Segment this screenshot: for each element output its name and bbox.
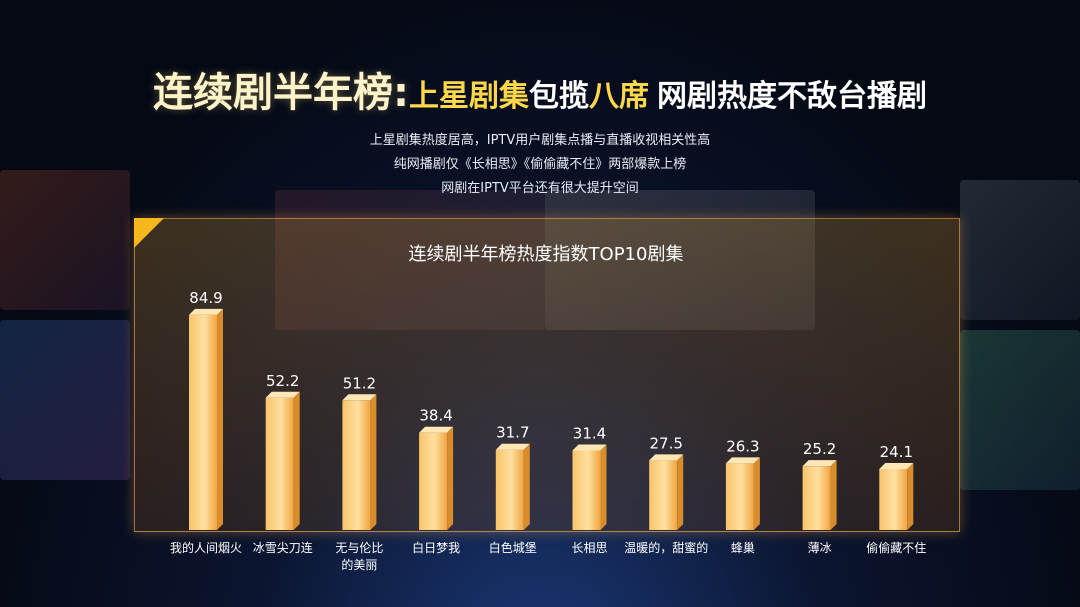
bar-side-5: [523, 443, 530, 530]
subtitle-line-2: 纯网播剧仅《长相思》《偷偷藏不住》两部爆款上榜: [393, 157, 687, 172]
bar-10: [879, 468, 908, 530]
title-part-2: 上星剧集: [409, 79, 529, 114]
bar-top-5: [495, 443, 530, 450]
chart-corner-accent: [134, 218, 164, 248]
bar-side-2: [293, 391, 300, 530]
value-label-5: 31.7: [496, 424, 529, 442]
bar-1: [189, 314, 217, 530]
title-part-3: 包揽: [529, 79, 589, 114]
bar-side-10: [907, 462, 914, 530]
value-label-7: 27.5: [649, 434, 682, 452]
category-label-8: 蜂巢: [731, 541, 755, 555]
bar-top-3: [342, 394, 377, 401]
value-label-8: 26.3: [726, 437, 759, 455]
category-label-5: 白色城堡: [489, 540, 537, 555]
value-label-10: 24.1: [880, 443, 913, 461]
bg-screen-6: [545, 190, 815, 330]
value-label-6: 31.4: [573, 424, 606, 442]
bar-top-9: [802, 460, 837, 467]
bar-8: [725, 463, 754, 530]
category-label-7: 温暖的，甜蜜的: [624, 540, 708, 555]
bar-top-1: [189, 308, 223, 315]
value-label-9: 25.2: [803, 440, 836, 458]
value-label-4: 38.4: [419, 407, 452, 425]
bar-6: [572, 450, 601, 530]
category-label-2: 冰雪尖刀连: [253, 540, 313, 555]
value-label-1: 84.9: [189, 289, 222, 307]
bg-screen-1: [0, 170, 130, 310]
value-label-3: 51.2: [343, 374, 376, 392]
bar-side-1: [217, 308, 223, 530]
bg-screen-2: [0, 320, 130, 480]
bar-side-8: [753, 457, 760, 530]
category-label-4: 白日梦我: [412, 540, 460, 555]
page-title: 连续剧半年榜:上星剧集包揽八席 网剧热度不敌台播剧: [0, 60, 1080, 118]
title-part-4: 八席: [589, 79, 649, 114]
bar-side-4: [447, 426, 454, 530]
bar-7: [649, 460, 678, 530]
bar-side-7: [677, 454, 684, 530]
bg-screen-3: [960, 180, 1080, 320]
category-label-1: 我的人间烟火: [170, 540, 242, 555]
bar-3: [342, 400, 371, 530]
bar-top-4: [419, 426, 454, 433]
bar-top-6: [572, 444, 607, 451]
bar-9: [802, 466, 831, 530]
bar-top-7: [649, 454, 684, 461]
bar-side-9: [830, 460, 837, 530]
category-label-3-line-2: 的美丽: [341, 557, 377, 572]
bar-top-2: [265, 391, 300, 398]
value-label-2: 52.2: [266, 372, 299, 390]
bar-side-6: [600, 444, 607, 530]
chart-title: 连续剧半年榜热度指数TOP10剧集: [408, 244, 684, 265]
title-part-5: 网剧热度不敌台播剧: [657, 79, 927, 114]
bg-screen-4: [960, 330, 1080, 490]
bar-side-3: [370, 394, 377, 530]
bar-top-8: [725, 457, 760, 464]
category-label-6: 长相思: [571, 541, 607, 555]
subtitle-line-3: 网剧在IPTV平台还有很大提升空间: [441, 181, 639, 196]
bar-4: [419, 432, 448, 530]
bar-top-10: [879, 462, 914, 469]
bar-2: [265, 397, 294, 530]
bar-5: [495, 449, 524, 530]
title-part-1: 连续剧半年榜:: [153, 70, 409, 116]
category-label-3-line-1: 无与伦比: [335, 540, 383, 555]
category-label-10: 偷偷藏不住: [866, 540, 926, 555]
subtitle-line-1: 上星剧集热度居高，IPTV用户剧集点播与直播收视相关性高: [369, 133, 711, 148]
bg-screen-5: [275, 190, 545, 330]
category-label-9: 薄冰: [808, 540, 832, 555]
